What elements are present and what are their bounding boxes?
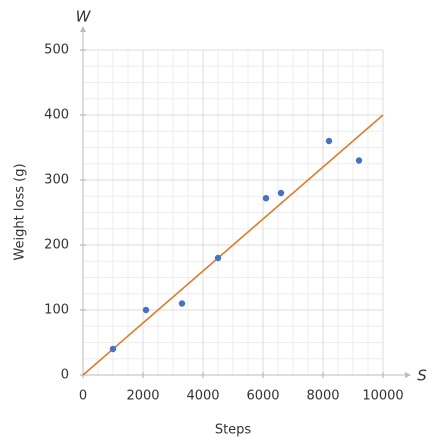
fit-line <box>82 114 384 376</box>
point <box>355 157 363 164</box>
y-tick-label: 0 <box>61 368 69 383</box>
x-tick-label: 0 <box>79 389 87 404</box>
x-tick-label: 6000 <box>246 389 279 404</box>
point <box>142 306 150 314</box>
y-tick-label: 400 <box>44 108 69 123</box>
y-tick-label: 100 <box>44 303 69 318</box>
y-tick-label: 500 <box>44 43 69 58</box>
x-axis-label: Steps <box>215 423 252 438</box>
x-tick-label: 2000 <box>126 389 159 404</box>
x-axis-symbol: S <box>417 367 427 385</box>
point <box>325 137 333 145</box>
point <box>277 189 285 197</box>
x-tick-label: 4000 <box>186 389 219 404</box>
point <box>178 300 186 307</box>
x-tick-label: 10000 <box>362 389 403 404</box>
point <box>109 345 117 353</box>
y-axis-arrow <box>80 26 86 32</box>
x-tick-label: 8000 <box>306 389 339 404</box>
y-tick-label: 200 <box>44 238 69 253</box>
point <box>262 195 270 202</box>
y-axis-label: Weight loss (g) <box>13 163 28 260</box>
point <box>214 254 222 262</box>
y-axis-symbol: W <box>76 8 92 26</box>
y-tick-label: 300 <box>44 173 69 188</box>
x-axis-arrow <box>405 372 411 378</box>
